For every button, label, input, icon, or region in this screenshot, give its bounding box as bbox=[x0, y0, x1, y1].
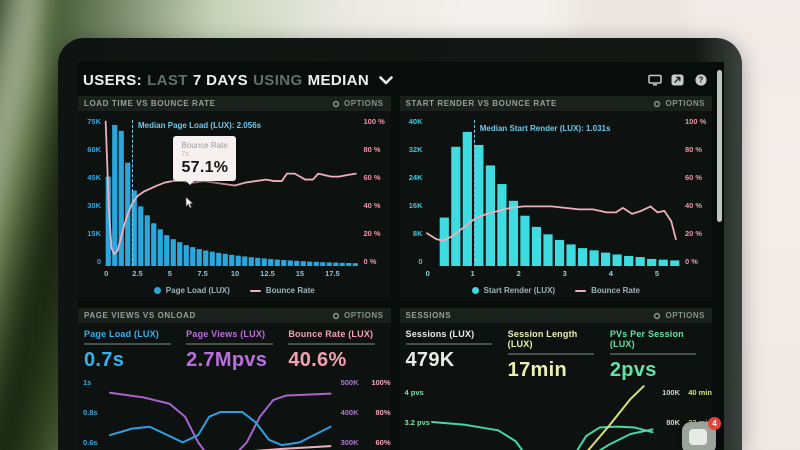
options-button[interactable]: OPTIONS bbox=[653, 99, 705, 108]
dashboard-screen: USERS: LAST 7 DAYS USING MEDIAN ? bbox=[78, 62, 724, 450]
options-button[interactable]: OPTIONS bbox=[332, 311, 384, 320]
x-axis: 0 1 2 3 4 5 bbox=[425, 269, 660, 278]
options-button[interactable]: OPTIONS bbox=[332, 99, 384, 108]
legend-page-load: Page Load (LUX) bbox=[153, 286, 230, 295]
metric-row: Sessions (LUX) 479K Session Length (LUX)… bbox=[400, 323, 713, 384]
divider bbox=[186, 343, 273, 345]
median-annotation: Median Start Render (LUX): 1.031s bbox=[479, 124, 611, 134]
title-users: USERS: bbox=[83, 71, 143, 89]
chat-widget-button[interactable]: 4 bbox=[682, 417, 721, 450]
panel-grid: LOAD TIME VS BOUNCE RATE OPTIONS 75K 60K… bbox=[78, 96, 712, 450]
scrollbar bbox=[717, 70, 722, 440]
gear-icon bbox=[332, 312, 340, 319]
chart-legend: Start Render (LUX) Bounce Rate bbox=[400, 280, 713, 301]
gear-icon bbox=[654, 312, 661, 319]
y-axis-right: 100 % 80 % 60 % 40 % 20 % 0 % bbox=[363, 117, 385, 266]
metric-page-load: Page Load (LUX) 0.7s bbox=[84, 329, 178, 372]
chart-legend: Page Load (LUX) Bounce Rate bbox=[78, 280, 391, 301]
gear-icon bbox=[332, 100, 340, 107]
page-title: USERS: LAST 7 DAYS USING MEDIAN bbox=[83, 72, 393, 89]
title-metric: MEDIAN bbox=[307, 71, 370, 89]
trend-chart-area: 1s 0.8s 0.6s 500K 400K 300K 100% 8 bbox=[78, 374, 391, 450]
options-label: OPTIONS bbox=[343, 311, 384, 320]
options-label: OPTIONS bbox=[343, 99, 384, 108]
legend-bounce-rate: Bounce Rate bbox=[249, 286, 315, 295]
options-label: OPTIONS bbox=[665, 99, 705, 108]
line-swatch-icon bbox=[249, 289, 261, 292]
panel-title: LOAD TIME VS BOUNCE RATE bbox=[84, 99, 216, 108]
chart-area: 40K 32K 24K 16K 8K 0 Median Start Render… bbox=[400, 111, 713, 266]
panel-load-time-header: LOAD TIME VS BOUNCE RATE OPTIONS bbox=[78, 96, 391, 111]
page-views-trend-chart[interactable] bbox=[110, 378, 331, 450]
options-button[interactable]: OPTIONS bbox=[653, 311, 705, 320]
metric-session-length: Session Length (LUX) 17min bbox=[507, 329, 602, 382]
share-icon[interactable] bbox=[670, 74, 685, 87]
panel-page-views-header: PAGE VIEWS VS ONLOAD OPTIONS bbox=[78, 308, 391, 323]
divider bbox=[609, 353, 697, 355]
scrollbar-thumb[interactable] bbox=[717, 70, 722, 222]
divider bbox=[405, 343, 493, 345]
legend-bounce-rate: Bounce Rate bbox=[575, 286, 640, 295]
y-axis-left: 75K 60K 45K 30K 15K 0 bbox=[87, 117, 101, 266]
dashboard-header: USERS: LAST 7 DAYS USING MEDIAN ? bbox=[78, 62, 724, 96]
panel-start-render: START RENDER VS BOUNCE RATE OPTIONS 40K … bbox=[399, 96, 713, 301]
sessions-trend-chart[interactable] bbox=[432, 388, 653, 450]
panel-title: PAGE VIEWS VS ONLOAD bbox=[84, 311, 196, 320]
title-using: USING bbox=[253, 71, 303, 89]
chevron-down-icon[interactable] bbox=[379, 75, 393, 85]
panel-load-time: LOAD TIME VS BOUNCE RATE OPTIONS 75K 60K… bbox=[78, 96, 391, 301]
help-icon[interactable]: ? bbox=[693, 74, 708, 87]
load-time-chart[interactable]: Median Page Load (LUX): 2.056s Bounce Ra… bbox=[105, 117, 359, 266]
metric-page-views: Page Views (LUX) 2.7Mpvs bbox=[186, 329, 280, 372]
dot-icon bbox=[471, 287, 479, 294]
metric-sessions: Sessions (LUX) 479K bbox=[405, 329, 500, 382]
toolbar: ? bbox=[647, 74, 708, 87]
panel-sessions-header: SESSIONS OPTIONS bbox=[399, 308, 712, 323]
title-range: 7 DAYS bbox=[192, 71, 249, 89]
mouse-cursor-icon bbox=[185, 196, 194, 214]
monitor-bezel: USERS: LAST 7 DAYS USING MEDIAN ? bbox=[58, 38, 742, 450]
options-label: OPTIONS bbox=[665, 311, 705, 320]
panel-title: START RENDER VS BOUNCE RATE bbox=[405, 99, 557, 108]
metric-bounce-rate: Bounce Rate (LUX) 40.6% bbox=[288, 329, 375, 371]
dot-icon bbox=[153, 287, 161, 294]
panel-start-render-header: START RENDER VS BOUNCE RATE OPTIONS bbox=[399, 96, 712, 111]
trend-chart-area: 4 pvs 3.2 pvs 2.4 pvs 100K 80K 60K 40 mi… bbox=[400, 384, 712, 450]
svg-text:?: ? bbox=[698, 76, 703, 85]
y-axis-left: 40K 32K 24K 16K 8K 0 bbox=[408, 117, 423, 266]
gear-icon bbox=[654, 100, 661, 107]
x-axis: 0 2.5 5 7.5 10 12.5 15 17.5 bbox=[104, 269, 340, 278]
legend-start-render: Start Render (LUX) bbox=[471, 286, 555, 295]
trend-y-axis-right: 500K 400K 300K 100% 80% 60% bbox=[340, 378, 391, 447]
start-render-chart[interactable]: Median Start Render (LUX): 1.031s bbox=[427, 117, 681, 266]
metric-row: Page Load (LUX) 0.7s Page Views (LUX) 2.… bbox=[78, 323, 391, 374]
panel-page-views: PAGE VIEWS VS ONLOAD OPTIONS Page Load (… bbox=[78, 308, 391, 450]
divider bbox=[507, 353, 595, 355]
trend-y-axis-left: 1s 0.8s 0.6s bbox=[83, 378, 98, 447]
bounce-rate-tooltip: Bounce Rate 7s 57.1% bbox=[173, 136, 237, 186]
median-dashed-line bbox=[131, 119, 133, 266]
y-axis-right: 100 % 80 % 60 % 40 % 20 % 0 % bbox=[685, 117, 707, 266]
chart-area: 75K 60K 45K 30K 15K 0 Median Page Load (… bbox=[78, 111, 391, 266]
divider bbox=[84, 343, 171, 345]
panel-sessions: SESSIONS OPTIONS Sessions (LUX) 479K Ses… bbox=[399, 308, 713, 450]
notification-badge: 4 bbox=[708, 417, 721, 430]
metric-pvs-per-session: PVs Per Session (LUX) 2pvs bbox=[609, 329, 704, 382]
median-dashed-line bbox=[473, 119, 475, 266]
trend-y-axis-left: 4 pvs 3.2 pvs 2.4 pvs bbox=[404, 388, 430, 450]
title-last: LAST bbox=[147, 71, 188, 89]
widget-icon bbox=[689, 429, 707, 445]
line-swatch-icon bbox=[575, 289, 587, 292]
median-annotation: Median Page Load (LUX): 2.056s bbox=[137, 121, 262, 131]
divider bbox=[288, 343, 375, 345]
display-icon[interactable] bbox=[647, 74, 662, 87]
panel-title: SESSIONS bbox=[405, 311, 452, 320]
